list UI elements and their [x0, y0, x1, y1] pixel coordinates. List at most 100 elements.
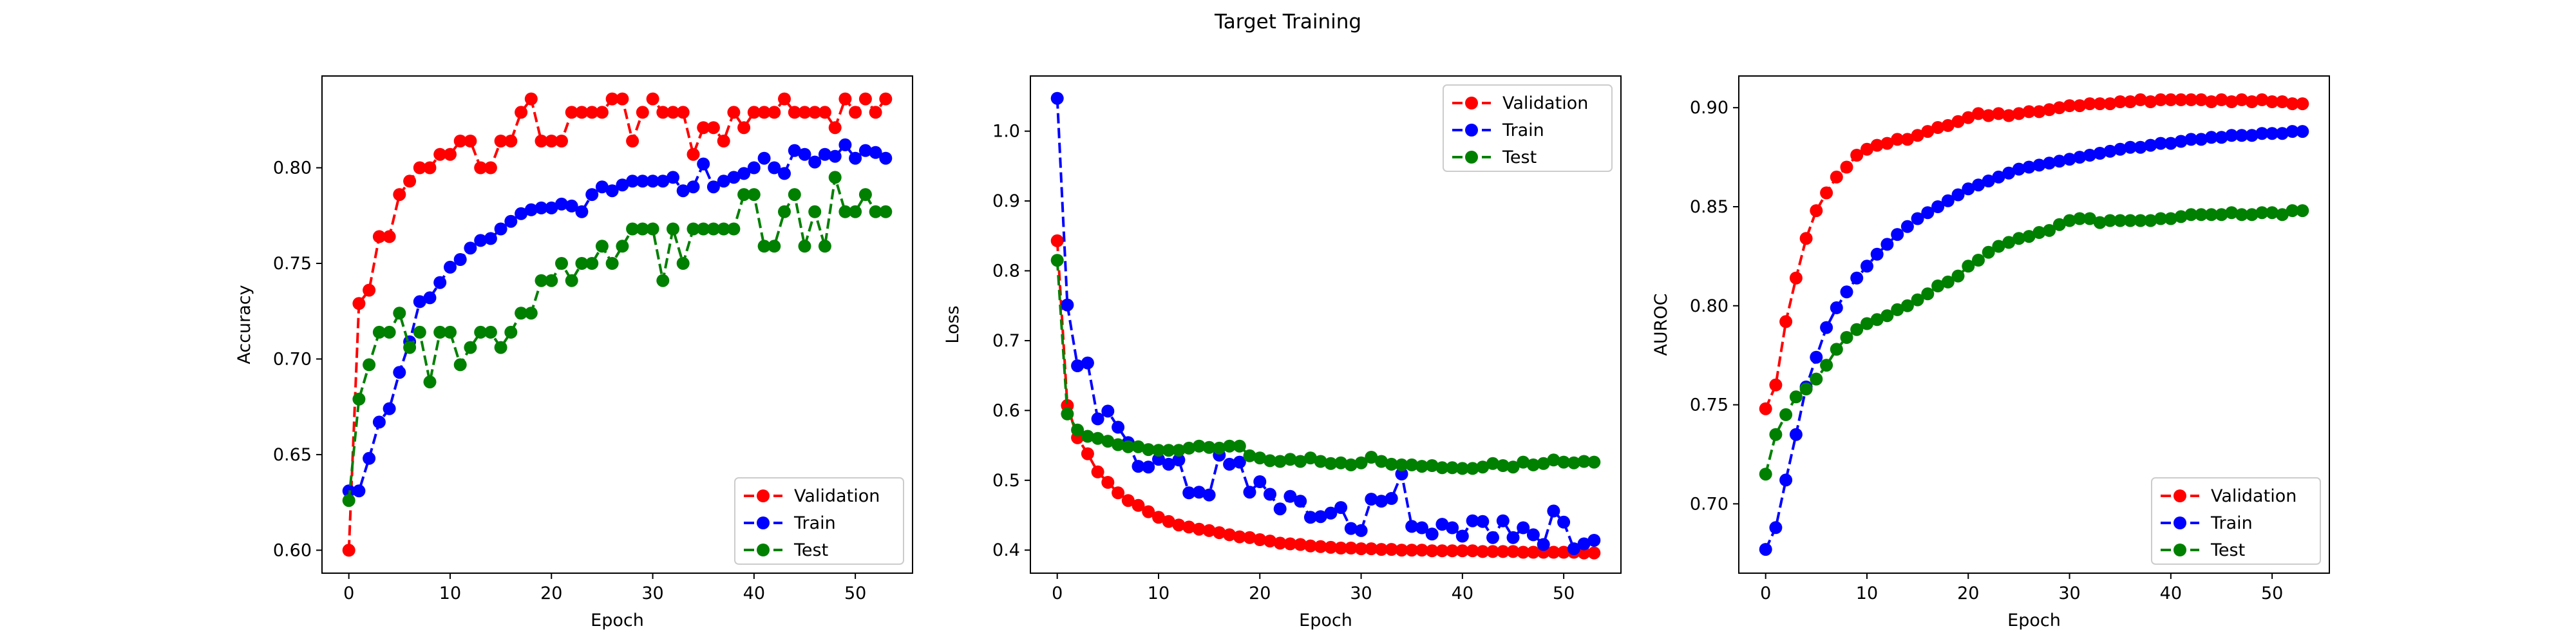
data-point	[1192, 486, 1206, 499]
data-point	[535, 135, 548, 147]
data-point	[585, 106, 599, 119]
y-axis-label: Accuracy	[234, 285, 254, 364]
data-point	[2032, 105, 2046, 118]
data-point	[2123, 95, 2137, 108]
x-tick-label: 10	[439, 583, 461, 603]
data-point	[1202, 440, 1216, 454]
data-point	[1283, 453, 1297, 466]
data-point	[565, 106, 578, 119]
data-point	[1972, 178, 1985, 192]
data-point	[1112, 421, 1125, 434]
data-point	[879, 151, 893, 165]
legend-label: Validation	[1502, 93, 1588, 113]
data-point	[1202, 488, 1216, 502]
y-tick-label: 0.90	[1690, 98, 1728, 118]
data-point	[1830, 301, 1843, 314]
legend-frame	[734, 477, 904, 565]
legend-swatch-marker	[1465, 97, 1478, 109]
data-point	[1455, 529, 1469, 543]
data-point	[1101, 435, 1115, 448]
legend-label: Validation	[2211, 486, 2297, 506]
data-point	[1425, 544, 1439, 558]
data-point	[2073, 212, 2087, 225]
data-point	[2184, 208, 2198, 222]
data-point	[656, 106, 670, 119]
data-point	[1091, 465, 1104, 478]
data-point	[2195, 208, 2208, 222]
data-point	[768, 240, 781, 253]
data-point	[1273, 502, 1287, 516]
data-point	[778, 167, 791, 180]
legend-swatch-marker	[1465, 124, 1478, 137]
data-point	[1091, 412, 1104, 426]
y-tick-label: 0.75	[1690, 395, 1728, 415]
data-point	[2275, 127, 2289, 140]
data-point	[1921, 125, 1935, 138]
data-point	[1172, 453, 1186, 467]
data-point	[1243, 531, 1256, 544]
data-point	[383, 230, 396, 243]
data-point	[2022, 160, 2036, 174]
data-point	[2063, 99, 2076, 113]
data-point	[1972, 107, 1985, 120]
data-point	[1425, 459, 1439, 472]
data-point	[363, 283, 376, 297]
data-point	[1273, 536, 1287, 550]
data-point	[1810, 204, 1823, 218]
data-point	[2296, 125, 2309, 138]
data-point	[778, 205, 791, 218]
data-point	[1466, 514, 1479, 527]
data-point	[1557, 545, 1571, 559]
data-point	[363, 358, 376, 372]
data-point	[1344, 542, 1358, 554]
data-point	[585, 188, 599, 202]
x-axis-label: Epoch	[1299, 611, 1352, 630]
data-point	[757, 151, 771, 165]
data-point	[585, 257, 599, 270]
data-point	[1061, 407, 1074, 421]
data-point	[1779, 408, 1793, 421]
x-tick-label: 40	[1452, 583, 1473, 603]
data-point	[737, 188, 751, 202]
data-point	[1435, 518, 1449, 531]
data-point	[616, 178, 629, 192]
data-point	[2184, 93, 2198, 106]
data-point	[1303, 451, 1317, 465]
data-point	[524, 307, 538, 320]
data-point	[1435, 461, 1449, 475]
legend-label: Test	[2210, 540, 2245, 560]
data-point	[858, 144, 872, 157]
data-point	[1517, 545, 1530, 559]
x-tick-label: 30	[2058, 583, 2080, 603]
data-point	[1577, 455, 1591, 468]
data-point	[838, 138, 852, 151]
x-tick-label: 0	[343, 583, 354, 603]
data-point	[1992, 240, 2005, 253]
data-point	[1992, 107, 2005, 120]
data-point	[1223, 457, 1236, 471]
data-point	[2266, 127, 2279, 140]
data-point	[849, 106, 862, 119]
data-point	[393, 188, 406, 202]
data-point	[2032, 158, 2046, 172]
data-point	[1779, 473, 1793, 487]
data-point	[727, 106, 741, 119]
data-point	[1587, 455, 1601, 469]
data-point	[1101, 476, 1115, 489]
legend-swatch-marker	[757, 489, 770, 502]
data-point	[2144, 95, 2157, 108]
data-point	[818, 240, 831, 253]
data-point	[515, 106, 528, 119]
data-point	[1941, 275, 1955, 289]
axes-frame	[321, 75, 913, 574]
data-point	[636, 222, 649, 236]
data-point	[626, 135, 639, 147]
data-point	[1112, 486, 1125, 500]
data-point	[1303, 539, 1317, 553]
data-point	[2215, 93, 2228, 106]
data-point	[2032, 226, 2046, 239]
subplots: 0 10 20 30 40 500.600.650.700.750.80EpochAccu…	[234, 75, 2330, 630]
data-point	[2052, 155, 2066, 168]
data-point	[1050, 254, 1064, 267]
data-point	[1759, 468, 1772, 481]
